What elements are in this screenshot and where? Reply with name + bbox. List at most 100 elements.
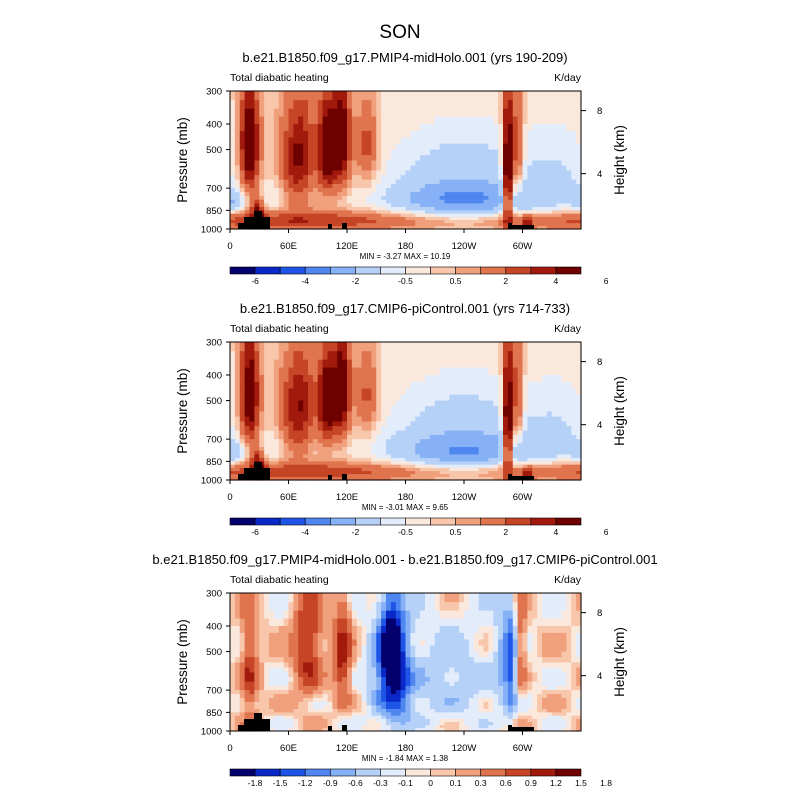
right-tick-label: 8 — [597, 357, 602, 368]
heatmap-cell — [434, 203, 441, 208]
heatmap-cell — [434, 206, 441, 211]
heatmap-cell — [473, 213, 480, 218]
heatmap-cell — [503, 216, 509, 221]
heatmap-cell — [449, 130, 455, 139]
heatmap-cell — [522, 430, 528, 436]
heatmap-cell — [415, 645, 421, 653]
heatmap-cell — [376, 394, 382, 402]
heatmap-cell — [478, 651, 485, 658]
heatmap-cell — [415, 388, 421, 396]
heatmap-cell — [493, 143, 499, 151]
heatmap-cell — [230, 216, 236, 221]
heatmap-cell — [293, 632, 299, 641]
heatmap-cell — [308, 388, 314, 396]
heatmap-cell — [366, 645, 372, 653]
heatmap-cell — [405, 137, 411, 145]
heatmap-cell — [259, 91, 265, 101]
heatmap-cell — [537, 443, 543, 448]
heatmap-cell — [356, 477, 363, 481]
heatmap-cell — [342, 213, 348, 218]
heatmap-cell — [410, 359, 416, 369]
heatmap-cell — [312, 220, 319, 224]
heatmap-cell — [356, 216, 363, 221]
heatmap-cell — [308, 155, 314, 162]
heatmap-cell — [322, 188, 329, 193]
heatmap-cell — [507, 216, 514, 221]
heatmap-cell — [561, 645, 567, 653]
heatmap-cell — [566, 400, 572, 407]
heatmap-cell — [332, 123, 338, 132]
heatmap-cell — [420, 450, 426, 456]
heatmap-cell — [230, 618, 236, 627]
heatmap-cell — [230, 394, 236, 402]
heatmap-cell — [230, 226, 236, 230]
heatmap-cell — [532, 467, 538, 472]
heatmap-cell — [322, 203, 329, 208]
heatmap-cell — [249, 381, 255, 390]
heatmap-cell — [493, 443, 499, 448]
heatmap-cell — [439, 457, 446, 462]
heatmap-cell — [249, 130, 255, 139]
heatmap-cell — [478, 108, 485, 118]
heatmap-cell — [390, 426, 397, 432]
heatmap-cell — [230, 351, 236, 361]
heatmap-cell — [425, 450, 431, 456]
heatmap-cell — [361, 421, 368, 427]
heatmap-cell — [415, 143, 421, 151]
heatmap-cell — [244, 667, 251, 674]
colorbar-swatch — [380, 266, 406, 275]
heatmap-cell — [571, 406, 577, 413]
heatmap-cell — [483, 467, 489, 472]
heatmap-cell — [459, 192, 465, 197]
heatmap-cell — [546, 593, 553, 603]
heatmap-cell — [566, 411, 572, 418]
heatmap-cell — [356, 394, 363, 402]
heatmap-cell — [244, 450, 251, 456]
heatmap-cell — [561, 618, 567, 627]
heatmap-cell — [303, 662, 309, 669]
heatmap-cell — [381, 464, 387, 469]
heatmap-cell — [532, 625, 538, 634]
heatmap-cell — [415, 625, 421, 634]
heatmap-cell — [439, 351, 446, 361]
heatmap-cell — [273, 170, 280, 176]
heatmap-cell — [371, 226, 377, 230]
heatmap-cell — [449, 657, 455, 664]
heatmap-cell — [337, 411, 343, 418]
heatmap-cell — [278, 662, 285, 669]
heatmap-cell — [434, 645, 441, 653]
heatmap-cell — [405, 416, 411, 423]
heatmap-cell — [361, 447, 368, 452]
heatmap-cell — [542, 662, 548, 669]
heatmap-cell — [468, 602, 475, 612]
heatmap-cell — [576, 602, 582, 612]
heatmap-cell — [395, 359, 402, 369]
heatmap-cell — [390, 137, 397, 145]
heatmap-cell — [244, 206, 251, 211]
heatmap-cell — [317, 434, 324, 440]
heatmap-cell — [230, 188, 236, 193]
heatmap-cell — [239, 461, 246, 466]
heatmap-cell — [517, 199, 524, 205]
heatmap-cell — [561, 450, 567, 456]
heatmap-cell — [298, 199, 304, 205]
colorbar-swatch — [455, 517, 482, 526]
heatmap-cell — [405, 467, 411, 472]
heatmap-cell — [561, 196, 567, 201]
heatmap-cell — [400, 447, 407, 452]
heatmap-cell — [507, 593, 514, 603]
heatmap-cell — [551, 632, 558, 641]
heatmap-cell — [298, 91, 304, 101]
heatmap-cell — [234, 192, 241, 197]
heatmap-cell — [264, 367, 270, 376]
heatmap-cell — [332, 367, 338, 376]
heatmap-cell — [420, 454, 426, 459]
heatmap-cell — [317, 206, 324, 211]
heatmap-cell — [434, 388, 441, 396]
heatmap-cell — [434, 342, 441, 352]
heatmap-cell — [317, 657, 324, 664]
heatmap-cell — [288, 192, 294, 197]
heatmap-cell — [254, 443, 260, 448]
heatmap-cell — [303, 651, 309, 658]
heatmap-cell — [376, 196, 382, 201]
